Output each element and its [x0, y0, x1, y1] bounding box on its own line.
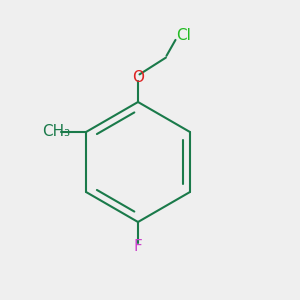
- Text: F: F: [134, 239, 142, 254]
- Text: O: O: [132, 70, 144, 85]
- Text: CH₃: CH₃: [43, 124, 71, 140]
- Text: Cl: Cl: [176, 28, 191, 43]
